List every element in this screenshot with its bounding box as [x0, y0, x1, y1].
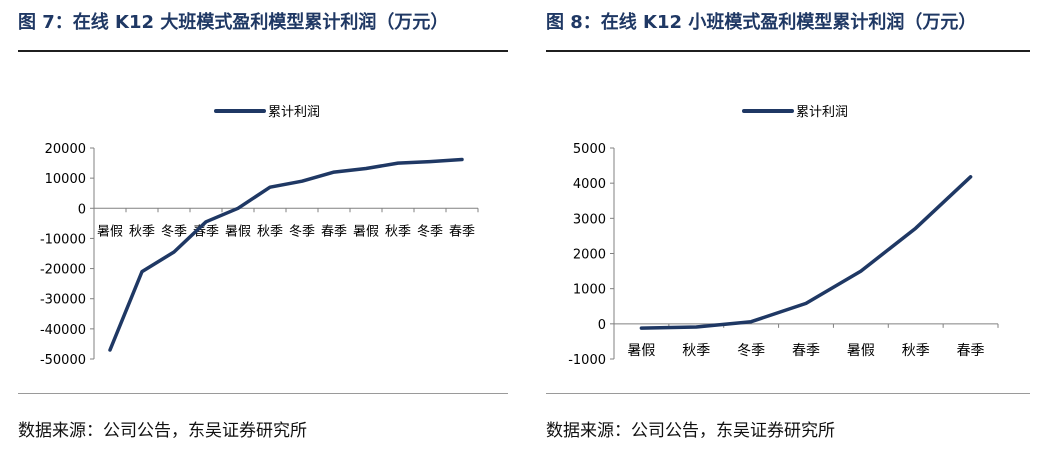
bottom-rule-left	[18, 393, 508, 394]
right-y-tick-label: -1000	[568, 353, 606, 368]
left-x-tick-label: 秋季	[129, 224, 155, 239]
source-note-right: 数据来源：公司公告，东吴证券研究所	[546, 421, 835, 441]
left-y-tick-label: -10000	[40, 232, 86, 247]
right-y-tick-label: 0	[598, 318, 606, 333]
right-x-tick-label: 暑假	[847, 343, 875, 359]
right-x-tick-label: 春季	[792, 343, 820, 359]
figure-title-right: 图 8：在线 K12 小班模式盈利模型累计利润（万元）	[546, 12, 977, 33]
left-y-tick-label: -40000	[40, 323, 86, 338]
left-x-tick-label: 冬季	[161, 223, 187, 239]
left-x-tick-label: 冬季	[289, 223, 315, 239]
left-legend-label: 累计利润	[268, 105, 320, 120]
left-x-tick-label: 春季	[321, 224, 347, 239]
right-series-line	[639, 175, 973, 330]
right-y-tick-label: 3000	[573, 212, 606, 227]
left-x-tick-label: 秋季	[385, 224, 411, 239]
right-x-tick-label: 暑假	[627, 343, 655, 359]
left-y-tick-label: -50000	[40, 353, 86, 368]
left-x-tick-label: 冬季	[417, 223, 443, 239]
left-y-tick-label: -20000	[40, 263, 86, 278]
left-x-tick-label: 暑假	[97, 224, 123, 239]
right-y-tick-label: 5000	[573, 142, 606, 157]
left-y-tick-label: -30000	[40, 293, 86, 308]
left-y-tick-label: 0	[78, 202, 86, 217]
right-x-tick-label: 春季	[957, 343, 985, 359]
left-x-tick-label: 暑假	[353, 224, 379, 239]
left-y-tick-label: 10000	[45, 172, 86, 187]
left-x-tick-label: 暑假	[225, 224, 251, 239]
right-y-tick-label: 2000	[573, 248, 606, 263]
right-x-tick-label: 冬季	[737, 343, 765, 359]
right-x-tick-label: 秋季	[682, 343, 710, 359]
source-note-left: 数据来源：公司公告，东吴证券研究所	[18, 421, 307, 441]
right-legend-label: 累计利润	[796, 105, 848, 120]
title-rule-left	[18, 50, 508, 52]
left-x-tick-label: 春季	[449, 224, 475, 239]
right-y-tick-label: 4000	[573, 177, 606, 192]
left-series-line	[108, 157, 464, 352]
left-x-tick-label: 秋季	[257, 224, 283, 239]
figure-title-left: 图 7：在线 K12 大班模式盈利模型累计利润（万元）	[18, 12, 449, 33]
right-x-tick-label: 秋季	[902, 343, 930, 359]
right-y-tick-label: 1000	[573, 283, 606, 298]
left-y-tick-label: 20000	[45, 142, 86, 157]
title-rule-right	[546, 50, 1030, 52]
bottom-rule-right	[546, 393, 1030, 394]
